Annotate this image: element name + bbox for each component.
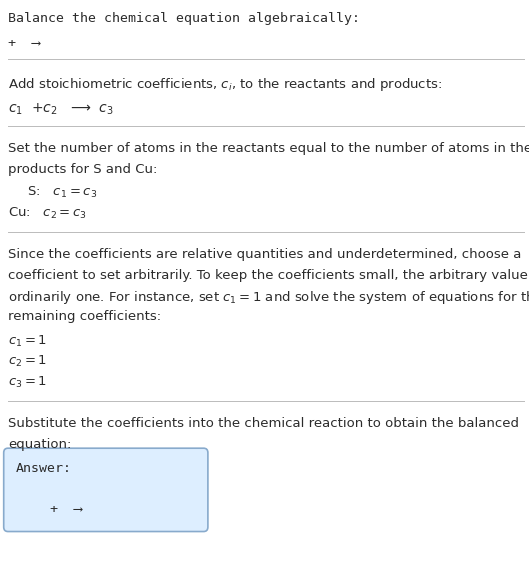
Text: Answer:: Answer: — [16, 462, 72, 475]
Text: equation:: equation: — [8, 438, 71, 451]
Text: Substitute the coefficients into the chemical reaction to obtain the balanced: Substitute the coefficients into the che… — [8, 417, 519, 430]
Text: $c_3 = 1$: $c_3 = 1$ — [8, 374, 47, 390]
Text: $c_1 = 1$: $c_1 = 1$ — [8, 334, 47, 349]
Text: +  ⟶: + ⟶ — [8, 37, 40, 50]
Text: Set the number of atoms in the reactants equal to the number of atoms in the: Set the number of atoms in the reactants… — [8, 142, 529, 155]
Text: Add stoichiometric coefficients, $c_i$, to the reactants and products:: Add stoichiometric coefficients, $c_i$, … — [8, 75, 442, 92]
Text: S:   $c_1 = c_3$: S: $c_1 = c_3$ — [19, 185, 97, 200]
Text: $c_1$  +$c_2$   ⟶  $c_3$: $c_1$ +$c_2$ ⟶ $c_3$ — [8, 101, 114, 117]
Text: +  ⟶: + ⟶ — [50, 503, 82, 516]
Text: ordinarily one. For instance, set $c_1 = 1$ and solve the system of equations fo: ordinarily one. For instance, set $c_1 =… — [8, 289, 529, 306]
FancyBboxPatch shape — [4, 448, 208, 531]
Text: $c_2 = 1$: $c_2 = 1$ — [8, 354, 47, 369]
Text: products for S and Cu:: products for S and Cu: — [8, 163, 157, 176]
Text: remaining coefficients:: remaining coefficients: — [8, 310, 161, 323]
Text: Cu:   $c_2 = c_3$: Cu: $c_2 = c_3$ — [8, 205, 87, 221]
Text: Balance the chemical equation algebraically:: Balance the chemical equation algebraica… — [8, 12, 360, 25]
Text: Since the coefficients are relative quantities and underdetermined, choose a: Since the coefficients are relative quan… — [8, 248, 521, 261]
Text: coefficient to set arbitrarily. To keep the coefficients small, the arbitrary va: coefficient to set arbitrarily. To keep … — [8, 269, 529, 282]
